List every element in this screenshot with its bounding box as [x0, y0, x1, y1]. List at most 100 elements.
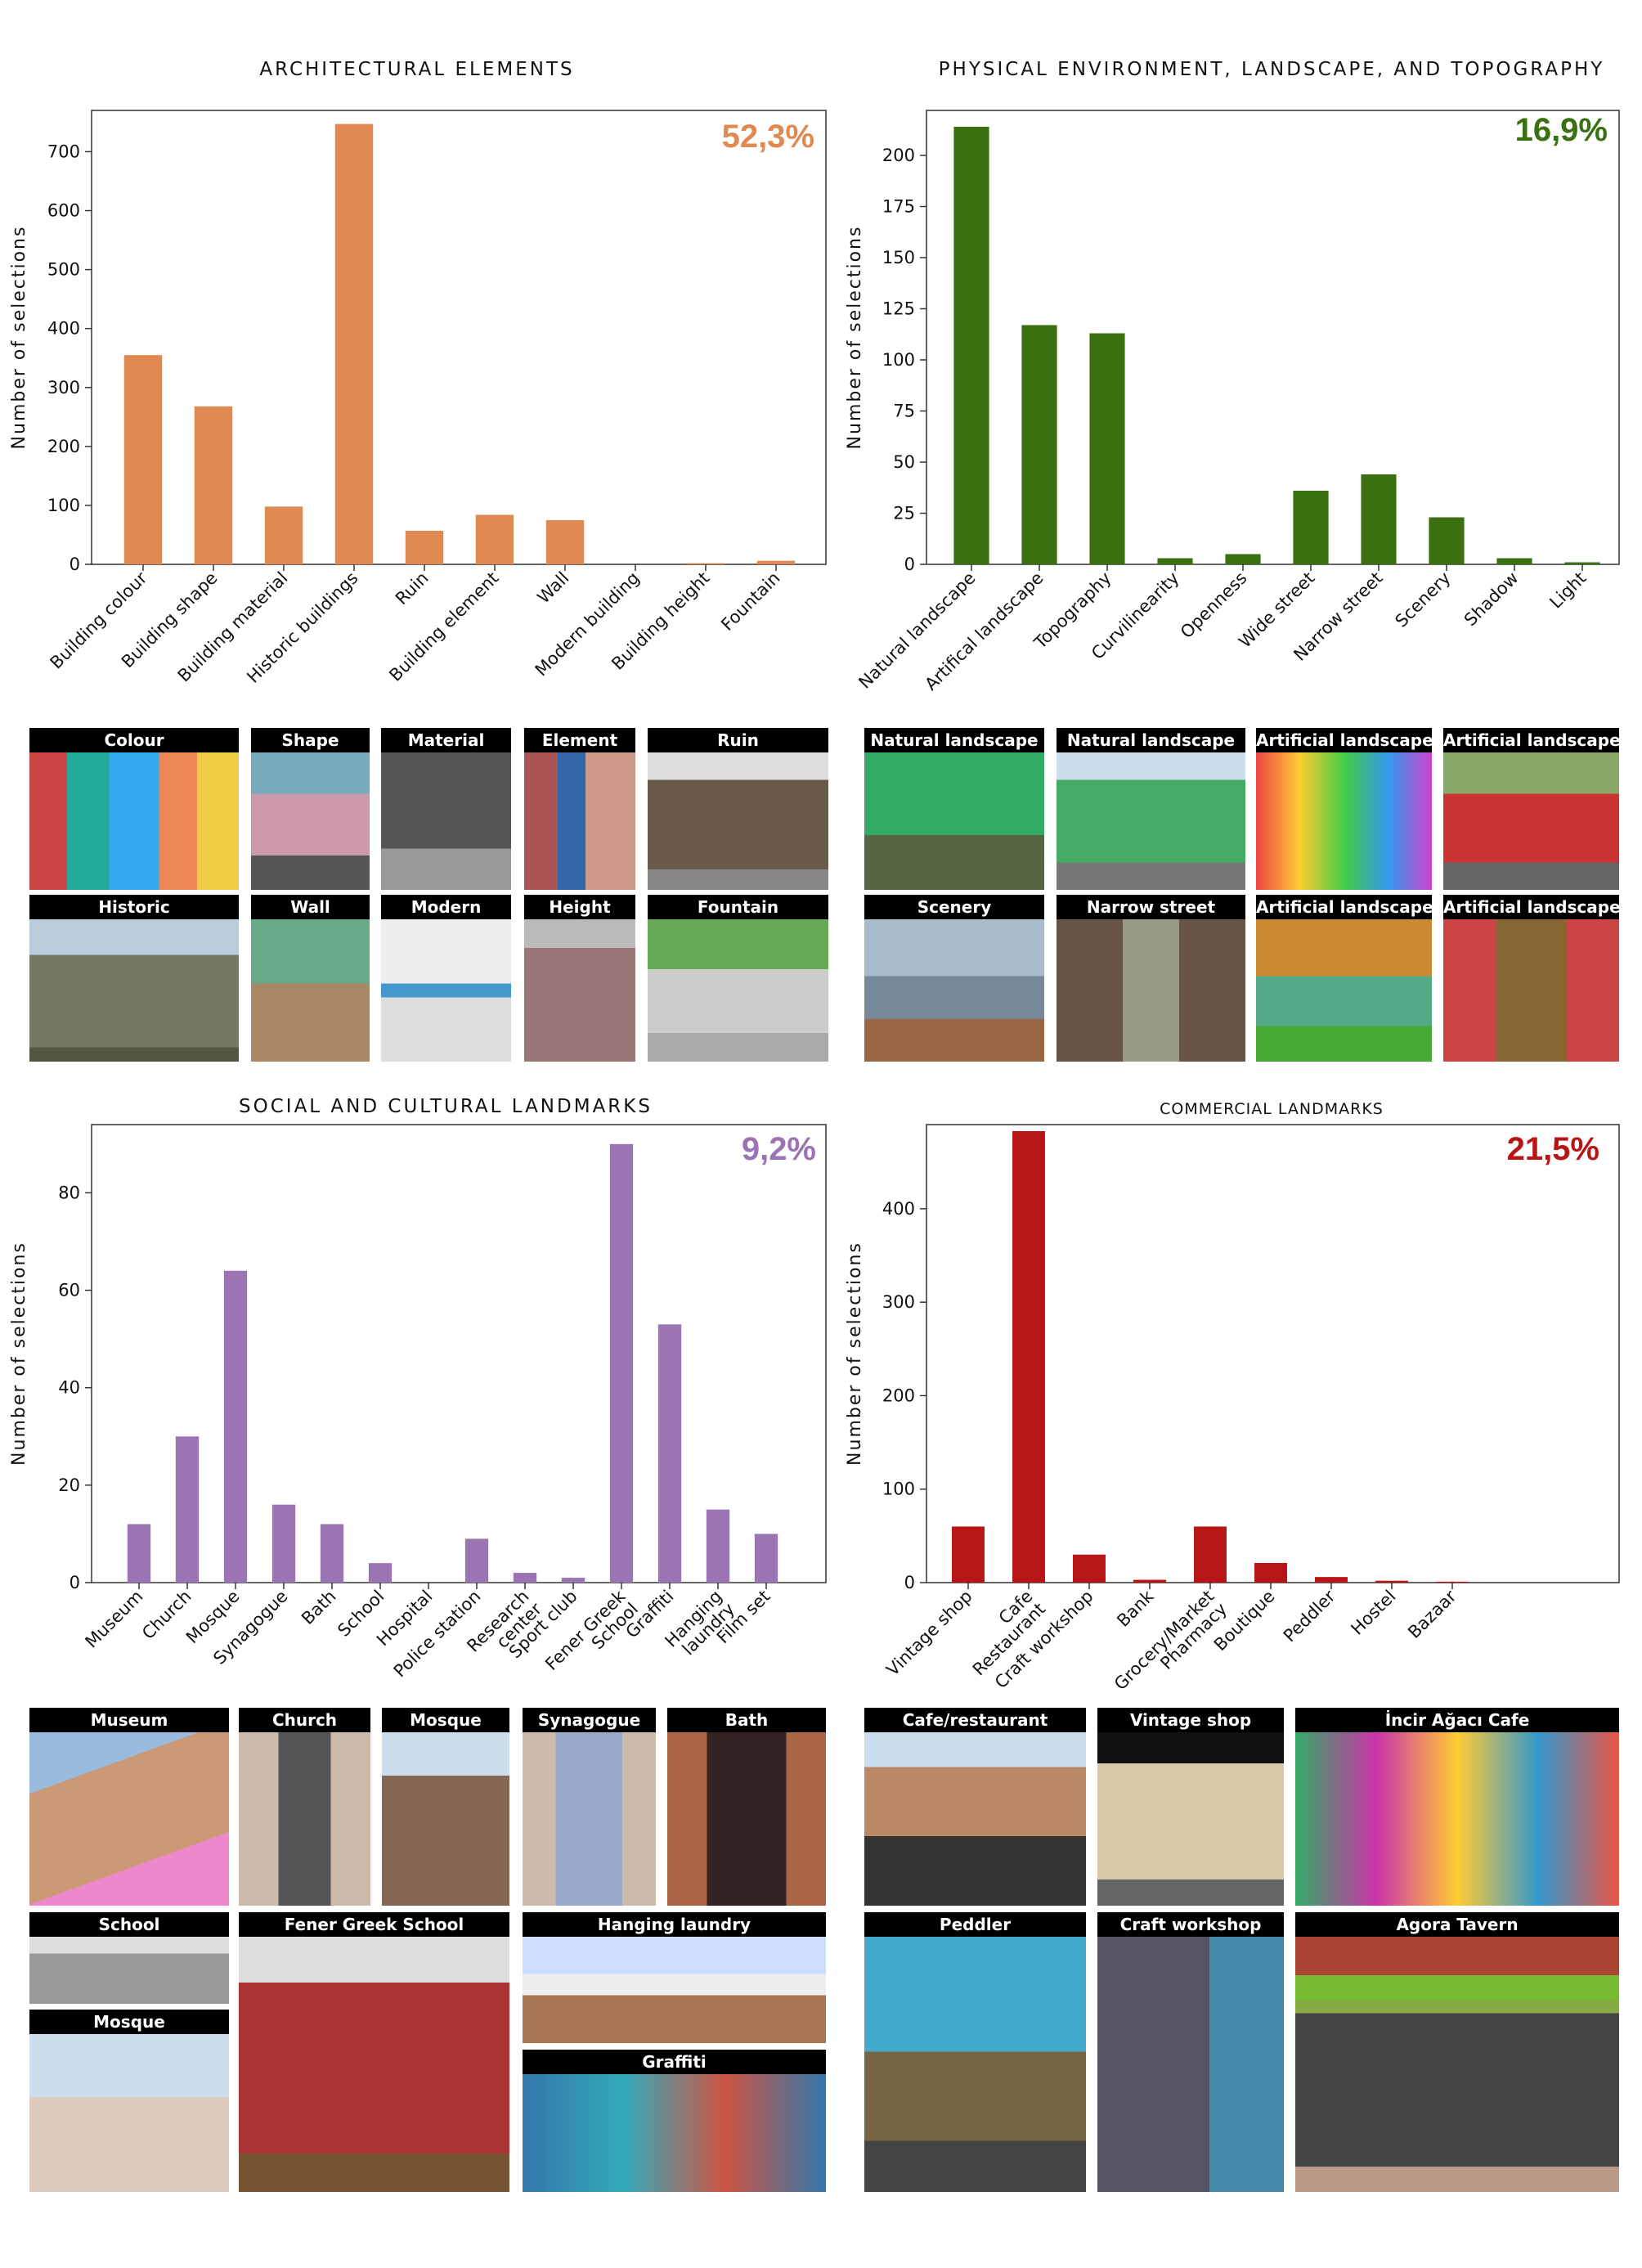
- x-tick-label: Bazaar: [1404, 1586, 1460, 1642]
- photo-caption: Synagogue: [523, 1708, 656, 1732]
- share-annotation: 21,5%: [1507, 1131, 1599, 1167]
- bar: [123, 355, 163, 564]
- photo-caption: Mosque: [382, 1708, 509, 1732]
- bar: [334, 124, 374, 564]
- photo-fener-greek-school: Fener Greek School: [239, 1912, 509, 2192]
- photo-bath: Bath: [667, 1708, 826, 1906]
- photo-shape: Shape: [251, 728, 370, 890]
- bar: [1436, 1581, 1469, 1583]
- photo-caption: Bath: [667, 1708, 826, 1732]
- y-tick-label: 175: [882, 197, 915, 217]
- y-tick-label: 0: [904, 555, 915, 574]
- y-tick-label: 500: [47, 260, 80, 280]
- bar: [953, 127, 989, 564]
- x-tick-label: Museum: [82, 1587, 147, 1652]
- bar: [706, 1509, 730, 1583]
- bar: [1293, 491, 1329, 564]
- x-tick-label: Natural landscape: [855, 568, 979, 693]
- bar: [657, 1324, 682, 1583]
- x-tick-label: Bank: [1113, 1586, 1158, 1631]
- photo-caption: Element: [524, 728, 635, 752]
- photo-peddler: Peddler: [864, 1912, 1086, 2192]
- photo-artificial-landscape-2: Artificial landscape: [1443, 728, 1619, 890]
- bar: [1089, 333, 1125, 564]
- physical-environment-chart: PHYSICAL ENVIRONMENT, LANDSCAPE, AND TOP…: [845, 59, 1620, 694]
- bar: [1254, 1563, 1287, 1583]
- chart-title: SOCIAL AND CULTURAL LANDMARKS: [239, 1096, 653, 1117]
- photo-artificial-landscape-1: Artificial landscape: [1256, 728, 1432, 890]
- photo-historic: Historic: [29, 895, 239, 1062]
- commercial-landmarks-chart: COMMERCIAL LANDMARKS 0 100 200 300 400 Number …: [845, 1100, 1620, 1694]
- bar: [952, 1526, 985, 1583]
- photo-wall: Wall: [251, 895, 370, 1062]
- photo-caption: Natural landscape: [1057, 728, 1245, 752]
- photo-caption: Colour: [29, 728, 239, 752]
- bar: [1194, 1526, 1227, 1583]
- photo-caption: Craft workshop: [1097, 1912, 1284, 1937]
- y-tick-label: 600: [47, 201, 80, 221]
- y-tick-label: 25: [893, 504, 915, 523]
- photo-modern: Modern: [381, 895, 511, 1062]
- bar: [1496, 558, 1532, 564]
- photo-caption: İncir Ağacı Cafe: [1295, 1708, 1619, 1732]
- y-tick-label: 100: [882, 1480, 915, 1499]
- x-tick-label: Wall: [533, 568, 572, 608]
- photo-cafe-restaurant: Cafe/restaurant: [864, 1708, 1086, 1906]
- bar: [475, 514, 514, 564]
- bar: [1073, 1554, 1106, 1583]
- photo-school: School: [29, 1912, 229, 2004]
- photo-artificial-landscape-3: Artificial landscape: [1256, 895, 1432, 1062]
- photo-caption: Historic: [29, 895, 239, 919]
- y-tick-label: 0: [70, 555, 80, 574]
- bar: [271, 1504, 296, 1583]
- x-tick-label: Police station: [390, 1587, 485, 1682]
- photo-museum: Museum: [29, 1708, 229, 1906]
- bar: [405, 530, 444, 564]
- bar: [513, 1573, 537, 1583]
- photo-colour: Colour: [29, 728, 239, 890]
- y-tick-label: 200: [882, 146, 915, 165]
- photo-caption: Material: [381, 728, 511, 752]
- y-axis-label: Number of selections: [9, 226, 29, 450]
- bar: [1564, 562, 1600, 564]
- y-tick-label: 125: [882, 299, 915, 319]
- y-tick-label: 40: [58, 1378, 80, 1398]
- x-tick-label: Openness: [1177, 568, 1251, 643]
- photo-caption: Fountain: [648, 895, 828, 919]
- photo-caption: Artificial landscape: [1443, 728, 1619, 752]
- photo-caption: Cafe/restaurant: [864, 1708, 1086, 1732]
- y-tick-label: 200: [882, 1386, 915, 1405]
- photo-agora-tavern: Agora Tavern: [1295, 1912, 1619, 2192]
- y-tick-label: 75: [893, 402, 915, 421]
- bar: [223, 1270, 248, 1583]
- photo-incir-agaci-cafe: İncir Ağacı Cafe: [1295, 1708, 1619, 1906]
- photo-caption: Shape: [251, 728, 370, 752]
- share-annotation: 52,3%: [722, 119, 814, 155]
- photo-mosque-1: Mosque: [382, 1708, 509, 1906]
- photo-height: Height: [524, 895, 635, 1062]
- bar: [756, 560, 796, 564]
- photo-ruin: Ruin: [648, 728, 828, 890]
- bar: [464, 1538, 489, 1583]
- bar: [1361, 474, 1397, 564]
- y-tick-label: 400: [882, 1199, 915, 1219]
- photo-caption: Artificial landscape: [1256, 895, 1432, 919]
- photo-caption: Vintage shop: [1097, 1708, 1284, 1732]
- y-tick-label: 200: [47, 437, 80, 456]
- bar: [1315, 1577, 1348, 1583]
- photo-caption: Church: [239, 1708, 370, 1732]
- photo-caption: Narrow street: [1057, 895, 1245, 919]
- photo-caption: Museum: [29, 1708, 229, 1732]
- y-axis-label: Number of selections: [845, 226, 865, 450]
- bar: [264, 506, 303, 564]
- photo-caption: Ruin: [648, 728, 828, 752]
- photo-caption: Peddler: [864, 1912, 1086, 1937]
- photo-material: Material: [381, 728, 511, 890]
- y-tick-label: 100: [47, 496, 80, 515]
- photo-caption: Graffiti: [523, 2050, 826, 2074]
- chart-title: PHYSICAL ENVIRONMENT, LANDSCAPE, AND TOP…: [939, 59, 1605, 80]
- bar: [368, 1563, 393, 1583]
- bar: [1157, 558, 1193, 564]
- x-tick-label: Bath: [298, 1587, 339, 1628]
